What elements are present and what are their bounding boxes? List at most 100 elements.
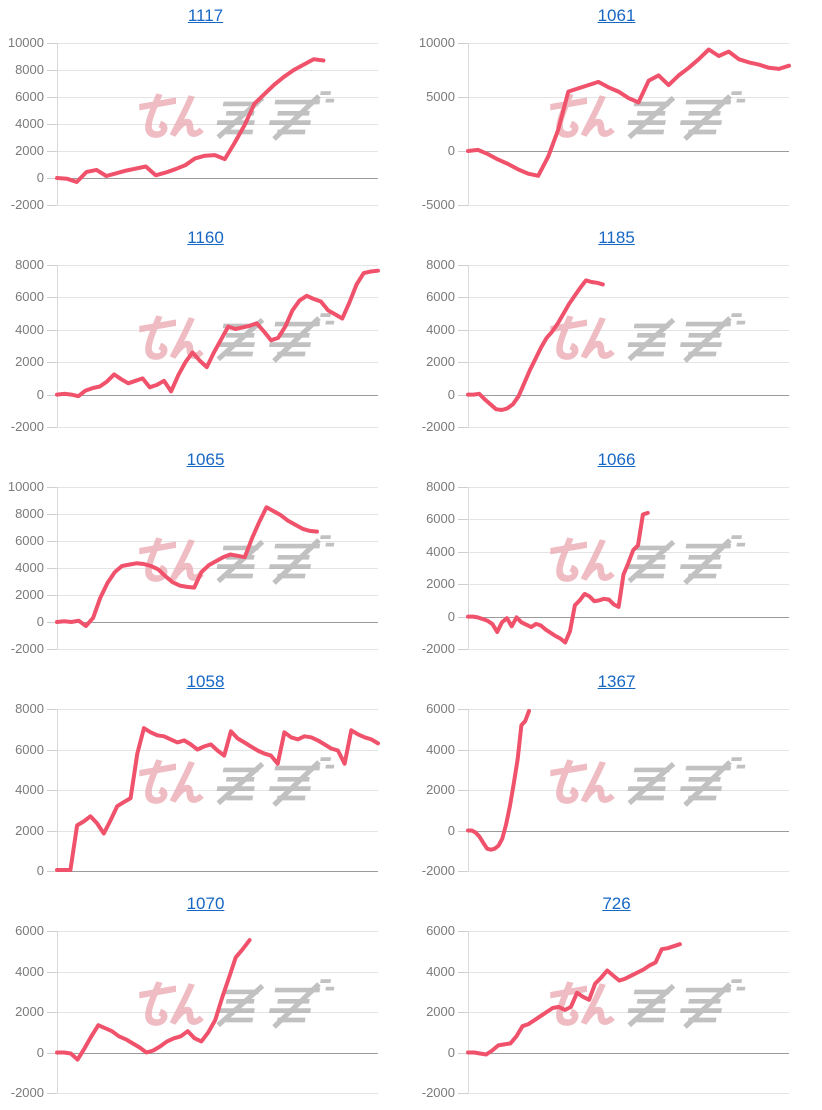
chart-title-link[interactable]: 1058 (186, 672, 225, 691)
gridline (57, 124, 378, 125)
y-axis-label: 4000 (15, 782, 44, 797)
line-chart-canvas (466, 709, 531, 852)
y-axis-label: 8000 (15, 701, 44, 716)
y-axis-label: -2000 (421, 863, 455, 878)
y-axis-label: 0 (36, 387, 44, 402)
tick-mark (47, 790, 57, 791)
y-axis-label: 6000 (426, 701, 455, 716)
tick-mark (47, 297, 57, 298)
y-axis-line (468, 43, 469, 205)
zero-gridline (468, 1053, 789, 1054)
tick-mark (47, 750, 57, 751)
y-axis-label: 0 (36, 863, 44, 878)
y-axis-label: 4000 (426, 322, 455, 337)
chart-title-link[interactable]: 726 (602, 894, 631, 913)
tick-mark (458, 330, 468, 331)
tick-mark (47, 972, 57, 973)
tick-mark (47, 362, 57, 363)
gridline (57, 362, 378, 363)
tick-mark (47, 151, 57, 152)
tick-mark (458, 972, 468, 973)
minkabu-watermark-logo (535, 755, 751, 818)
tick-mark (47, 649, 57, 650)
chart-title-link[interactable]: 1065 (186, 450, 225, 469)
y-axis-label: 2000 (15, 354, 44, 369)
chart-title-link[interactable]: 1061 (597, 6, 636, 25)
chart-title: 1065 (0, 450, 411, 470)
chart-title: 1160 (0, 228, 411, 248)
minkabu-watermark-logo (124, 755, 340, 818)
y-axis-label: 8000 (426, 257, 455, 272)
gridline (468, 97, 789, 98)
tick-mark (458, 205, 468, 206)
tick-mark (458, 617, 468, 618)
chart-title-link[interactable]: 1160 (187, 228, 224, 247)
chart-title: 1066 (411, 450, 822, 470)
gridline (468, 362, 789, 363)
gridline (468, 297, 789, 298)
tick-mark (47, 330, 57, 331)
gridline (468, 750, 789, 751)
y-axis-label: 8000 (426, 479, 455, 494)
chart-title-link[interactable]: 1117 (187, 6, 224, 25)
y-axis-label: 6000 (15, 289, 44, 304)
y-axis-label: 4000 (15, 560, 44, 575)
y-axis-line (468, 931, 469, 1093)
minkabu-watermark-logo (535, 533, 751, 596)
chart-title: 1061 (411, 6, 822, 26)
gridline (57, 514, 378, 515)
tick-mark (458, 151, 468, 152)
gridline (468, 265, 789, 266)
y-axis-line (468, 265, 469, 427)
y-axis-label: 0 (447, 1045, 455, 1060)
tick-mark (458, 97, 468, 98)
tick-mark (458, 427, 468, 428)
tick-mark (458, 297, 468, 298)
zero-gridline (57, 871, 378, 872)
tick-mark (458, 552, 468, 553)
y-axis-label: -2000 (421, 641, 455, 656)
chart-cell: 1065 10000 8000 6000 4000 2000 0 -2000 (0, 444, 411, 666)
tick-mark (458, 871, 468, 872)
chart-cell: 1160 8000 6000 4000 2000 0 -2000 (0, 222, 411, 444)
y-axis-label: 0 (447, 609, 455, 624)
tick-mark (458, 790, 468, 791)
series-line (466, 510, 650, 645)
tick-mark (458, 831, 468, 832)
y-axis-label: -2000 (421, 419, 455, 434)
line-chart-canvas (466, 278, 605, 412)
y-axis-label: 8000 (15, 506, 44, 521)
line-chart-canvas (55, 57, 326, 184)
chart-title-link[interactable]: 1185 (598, 228, 635, 247)
minkabu-watermark-logo (535, 311, 751, 374)
chart-cell: 1061 10000 5000 0 -5000 (411, 0, 822, 222)
y-axis-label: 0 (447, 143, 455, 158)
y-axis-label: 0 (447, 387, 455, 402)
tick-mark (47, 709, 57, 710)
series-line (466, 47, 791, 178)
gridline (57, 541, 378, 542)
minkabu-watermark-logo (535, 977, 751, 1040)
zero-gridline (57, 622, 378, 623)
tick-mark (47, 97, 57, 98)
y-axis-line (57, 931, 58, 1093)
line-chart-canvas (466, 510, 650, 645)
tick-mark (47, 1053, 57, 1054)
chart-cell: 1070 6000 4000 2000 0 -2000 (0, 888, 411, 1110)
y-axis-label: 2000 (15, 1004, 44, 1019)
tick-mark (47, 541, 57, 542)
gridline (57, 790, 378, 791)
chart-title: 726 (411, 894, 822, 914)
chart-title-link[interactable]: 1066 (597, 450, 636, 469)
chart-cell: 1066 8000 6000 4000 2000 0 -2000 (411, 444, 822, 666)
y-axis-label: 6000 (15, 89, 44, 104)
gridline (468, 1012, 789, 1013)
chart-cell: 726 6000 4000 2000 0 -2000 (411, 888, 822, 1110)
series-line (55, 938, 252, 1062)
gridline (468, 871, 789, 872)
tick-mark (47, 427, 57, 428)
chart-title: 1367 (411, 672, 822, 692)
gridline (57, 595, 378, 596)
chart-title-link[interactable]: 1367 (597, 672, 636, 691)
chart-title-link[interactable]: 1070 (186, 894, 225, 913)
